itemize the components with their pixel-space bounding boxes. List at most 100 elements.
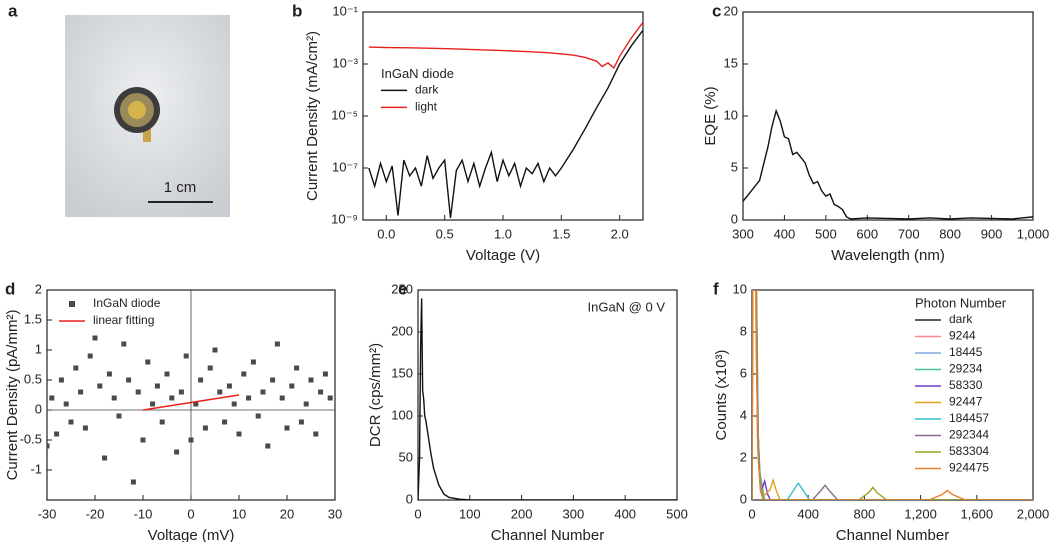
plot-frame xyxy=(362,11,644,221)
marker xyxy=(303,401,309,407)
x-tick-label: 0.0 xyxy=(377,226,395,241)
marker xyxy=(102,455,108,461)
panel-label: d xyxy=(5,279,15,298)
marker xyxy=(255,413,261,419)
marker xyxy=(202,425,208,431)
x-tick-label: 400 xyxy=(797,506,819,521)
legend-label: dark xyxy=(415,83,439,97)
legend-title: Photon Number xyxy=(915,295,1007,310)
marker xyxy=(279,395,285,401)
y-tick-label: 2 xyxy=(35,281,42,296)
marker xyxy=(183,353,189,359)
x-tick-label: 1.0 xyxy=(494,226,512,241)
y-tick-label: 0 xyxy=(731,211,738,226)
plot-area xyxy=(418,298,677,500)
data-line xyxy=(368,21,643,70)
marker xyxy=(207,365,213,371)
x-tick-label: -20 xyxy=(86,506,105,521)
legend-label: 58330 xyxy=(949,378,983,392)
chart-panel: c 300 400 500 600 700 800 900 1,000 0 5 10 15 20 Wavel… xyxy=(702,1,1049,263)
photo-die xyxy=(128,101,146,119)
y-tick-label: 4 xyxy=(740,407,747,422)
legend-label: 29234 xyxy=(949,362,983,376)
x-tick-label: 1,000 xyxy=(1017,226,1050,241)
y-tick-label: 10 xyxy=(733,281,747,296)
x-axis-label: Channel Number xyxy=(491,527,604,542)
x-tick-label: 0.5 xyxy=(436,226,454,241)
marker xyxy=(121,341,127,347)
plot-frame xyxy=(742,11,1034,221)
x-axis-label: Wavelength (nm) xyxy=(831,247,945,264)
x-tick-label: 800 xyxy=(854,506,876,521)
x-tick-label: 30 xyxy=(328,506,342,521)
y-axis-label: Counts (x10³) xyxy=(713,350,730,441)
x-tick-label: 100 xyxy=(459,506,481,521)
y-tick-label: 0 xyxy=(740,491,747,506)
y-tick-label: 8 xyxy=(740,323,747,338)
marker xyxy=(47,443,50,449)
photo-panel: a 1 cm xyxy=(8,1,230,217)
legend-label: 292344 xyxy=(949,428,989,442)
data-line xyxy=(752,290,1033,500)
y-tick-label: 10⁻³ xyxy=(332,55,358,70)
marker xyxy=(308,377,314,383)
marker xyxy=(284,425,290,431)
x-tick-label: 2.0 xyxy=(611,226,629,241)
x-tick-label: 1,200 xyxy=(904,506,937,521)
panel-label: e xyxy=(398,279,407,298)
marker xyxy=(126,377,132,383)
scale-bar-label: 1 cm xyxy=(164,179,197,196)
plot-area xyxy=(743,108,1033,220)
marker xyxy=(135,389,141,395)
plot-area xyxy=(368,21,643,219)
marker xyxy=(116,413,122,419)
x-tick-label: 600 xyxy=(856,226,878,241)
marker xyxy=(298,419,304,425)
marker xyxy=(174,449,180,455)
y-tick-label: -0.5 xyxy=(20,431,42,446)
y-tick-label: 10⁻¹ xyxy=(332,3,358,18)
x-tick-label: 500 xyxy=(666,506,688,521)
data-line xyxy=(368,29,643,219)
marker xyxy=(318,389,324,395)
marker xyxy=(73,365,79,371)
y-tick-label: 50 xyxy=(399,449,413,464)
legend-label: InGaN diode xyxy=(93,296,161,310)
marker xyxy=(241,371,247,377)
y-axis-label: Current Density (mA/cm²) xyxy=(304,31,321,201)
marker xyxy=(106,371,112,377)
data-line xyxy=(752,290,1033,500)
x-tick-label: 200 xyxy=(511,506,533,521)
y-tick-label: 10 xyxy=(724,107,738,122)
y-tick-label: 10⁻⁵ xyxy=(331,107,358,122)
marker xyxy=(217,389,223,395)
x-tick-label: -10 xyxy=(134,506,153,521)
legend-label: 583304 xyxy=(949,444,989,458)
legend-label: 18445 xyxy=(949,345,983,359)
x-axis-label: Channel Number xyxy=(836,527,949,542)
marker xyxy=(78,389,84,395)
data-line xyxy=(752,290,1033,500)
x-tick-label: 300 xyxy=(732,226,754,241)
panel-label: b xyxy=(292,1,302,20)
chart-panel: e 0 100 200 300 400 500 0 50 100 150 200 250 Channel … xyxy=(367,279,688,543)
marker xyxy=(82,425,88,431)
y-tick-label: 10⁻⁷ xyxy=(332,159,358,174)
y-axis-label: DCR (cps/mm²) xyxy=(367,343,384,447)
x-tick-label: 0 xyxy=(187,506,194,521)
data-line xyxy=(752,290,1033,500)
x-tick-label: 10 xyxy=(232,506,246,521)
y-tick-label: 6 xyxy=(740,365,747,380)
y-tick-label: 20 xyxy=(724,3,738,18)
y-tick-label: -1 xyxy=(30,461,42,476)
legend-label: 9244 xyxy=(949,329,976,343)
legend-label: 92447 xyxy=(949,395,983,409)
y-tick-label: 100 xyxy=(391,407,413,422)
y-tick-label: 0.5 xyxy=(24,371,42,386)
marker xyxy=(164,371,170,377)
marker xyxy=(198,377,204,383)
y-tick-label: 2 xyxy=(740,449,747,464)
marker xyxy=(193,401,199,407)
plot-frame xyxy=(417,289,678,501)
